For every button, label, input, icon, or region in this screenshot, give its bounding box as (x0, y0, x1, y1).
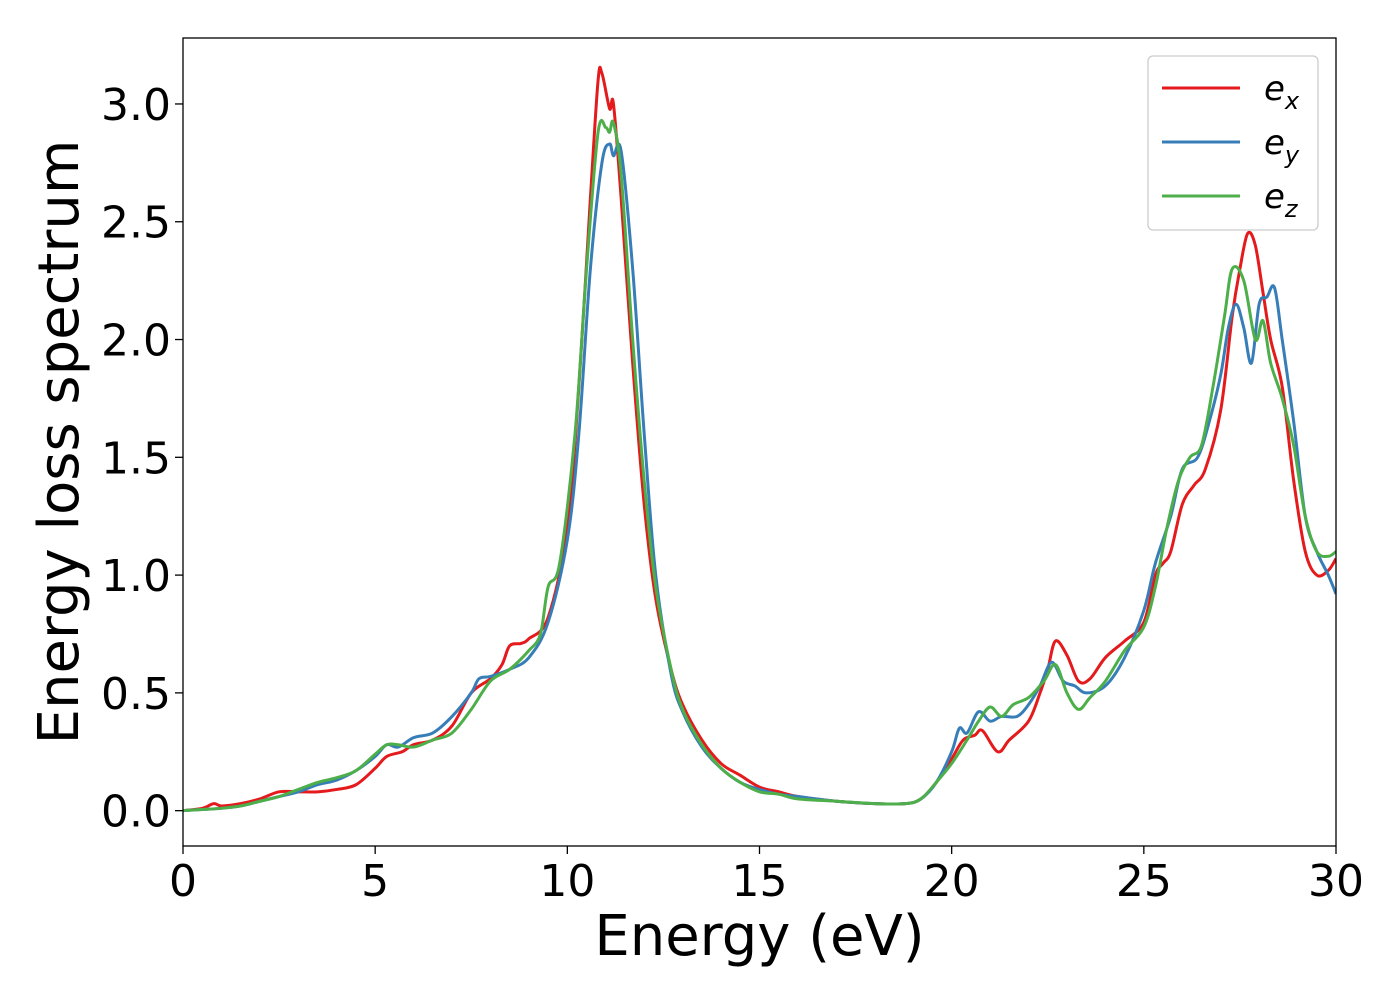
legend-label-ez: ez (1264, 177, 1299, 223)
x-tick-label: 5 (361, 856, 389, 907)
legend-label-ex: ex (1264, 69, 1300, 115)
x-tick-label: 0 (169, 856, 197, 907)
x-tick-label: 25 (1116, 856, 1172, 907)
y-tick-label: 3.0 (101, 80, 171, 131)
x-tick-label: 15 (732, 856, 788, 907)
x-tick-label: 20 (924, 856, 980, 907)
legend-label-base: e (1264, 123, 1285, 163)
y-axis-title: Energy loss spectrum (27, 140, 92, 745)
series-line-ex (183, 65, 1336, 813)
y-tick-label: 1.5 (101, 433, 171, 484)
y-tick-label: 2.5 (101, 198, 171, 249)
y-tick-label: 0.5 (101, 669, 171, 720)
legend-label-base: e (1264, 69, 1285, 109)
y-axis-ticks: 0.0 0.5 1.0 1.5 2.0 2.5 3.0 (101, 80, 183, 838)
x-tick-label: 30 (1308, 856, 1364, 907)
y-tick-label: 0.0 (101, 787, 171, 838)
y-tick-label: 2.0 (101, 316, 171, 367)
legend-label-subscript: z (1284, 195, 1299, 223)
legend-label-base: e (1264, 177, 1285, 217)
x-axis-title: Energy (eV) (594, 904, 924, 969)
x-tick-label: 10 (539, 856, 595, 907)
series-line-ez (183, 118, 1336, 813)
legend-label-subscript: x (1284, 87, 1300, 115)
legend-label-ey: ey (1264, 123, 1300, 169)
y-tick-label: 1.0 (101, 551, 171, 602)
series-line-ey (183, 142, 1336, 813)
plot-lines (183, 65, 1336, 813)
legend-label-subscript: y (1284, 141, 1300, 169)
x-axis-ticks: 0 5 10 15 20 25 30 (169, 846, 1364, 907)
